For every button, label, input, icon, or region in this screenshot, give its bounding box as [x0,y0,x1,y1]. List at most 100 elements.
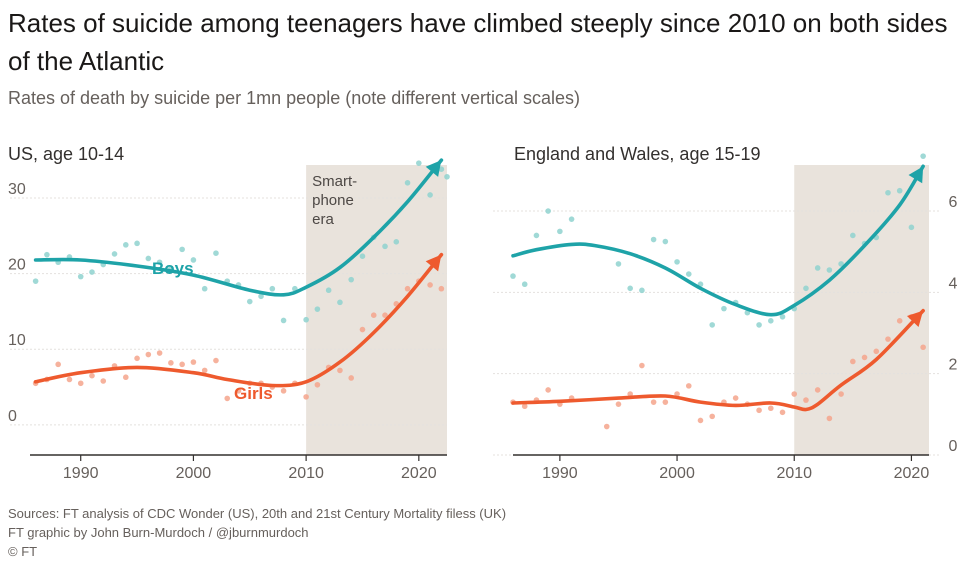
x-tick-label: 2020 [401,465,437,482]
boys-data-point [122,242,129,248]
girls-trend-line [33,252,444,388]
x-tick-label: 2010 [288,465,324,482]
boys-data-point [674,259,680,265]
girls-data-point [168,360,174,366]
girls-data-point [756,407,762,414]
y-tick-label: 4 [949,275,958,292]
girls-data-point [77,380,84,387]
boys-data-point [404,180,411,186]
copyright-text: © FT [8,544,38,559]
boys-data-point [756,322,762,328]
boys-data-point [246,298,253,305]
girls-data-point [803,397,809,403]
boys-data-point [77,273,84,280]
girls-data-point [826,415,833,422]
boys-data-point [258,293,264,300]
boys-data-point [179,246,185,253]
girls-trend-arrow [425,254,442,272]
girls-data-point [639,362,645,369]
girls-data-point [134,355,140,362]
girls-data-point [709,413,716,420]
girls-data-point [662,399,669,405]
girls-data-point [545,387,551,393]
boys-data-point [427,192,433,198]
girls-data-point [179,361,185,368]
boys-data-point [348,276,355,283]
y-tick-label: 2 [949,357,958,374]
boys-data-point [557,228,563,235]
girls-data-point [145,351,152,358]
girls-data-point [685,383,692,389]
boys-data-point [685,271,692,277]
boys-data-point [521,281,528,288]
credit-text: FT graphic by John Burn-Murdoch / @jburn… [8,525,309,540]
girls-trend-line [511,308,925,412]
girls-data-point [814,387,821,393]
boys-data-point [416,160,422,166]
y-tick-label: 0 [8,408,17,425]
panel-title-uk: England and Wales, age 15-19 [514,144,761,164]
boys-data-point [359,253,366,259]
boys-data-point [639,287,645,294]
boys-data-point [885,189,891,196]
girls-data-point [370,312,377,318]
boys-data-point [838,261,844,267]
girls-data-point [873,348,880,355]
boys-data-point [627,285,633,292]
sources-block: Sources: FT analysis of CDC Wonder (US),… [8,504,506,561]
x-tick-label: 2000 [659,465,695,482]
boys-data-point [650,236,657,243]
girls-data-point [348,375,355,381]
boys-data-point [615,261,622,267]
y-tick-label: 30 [8,181,26,198]
boys-data-point [134,240,140,247]
y-tick-label: 10 [8,332,26,349]
girls-data-point [359,326,366,333]
boys-trend-arrow [908,166,924,184]
girls-series-label: Girls [234,384,273,403]
girls-data-point [314,381,321,388]
boys-data-point [896,187,903,194]
y-tick-label: 0 [949,438,958,455]
girls-data-point [156,350,163,356]
girls-data-point [122,374,129,381]
boys-data-point [280,317,287,324]
sources-text: Sources: FT analysis of CDC Wonder (US),… [8,506,507,521]
girls-data-point [337,367,343,374]
boys-data-point [850,232,856,239]
x-tick-label: 1990 [542,465,578,482]
y-tick-label: 20 [8,257,26,274]
boys-data-point [920,153,926,159]
panel-us: 0 10 20 30 1990 2000 2010 2020 Smart-phone era Boy… [8,158,450,482]
boys-data-point [201,285,208,292]
girls-data-point [382,312,388,318]
girls-data-point [100,378,107,384]
boys-data-point [662,238,669,245]
x-tick-label: 2010 [776,465,812,482]
boys-trend-arrow [425,160,442,177]
girls-data-point [66,376,73,383]
girls-data-point [650,399,657,405]
boys-data-point [303,316,309,323]
boys-data-point [438,166,445,173]
boys-data-point [156,259,163,266]
boys-data-point [382,243,388,250]
girls-data-point [201,367,208,374]
boys-data-point [908,224,915,231]
boys-data-point [510,273,516,279]
girls-data-point [89,372,95,379]
girls-data-point [627,391,633,397]
girls-data-point [303,394,309,400]
girls-data-point [896,318,903,324]
girls-data-point [615,401,622,407]
x-tick-label: 2000 [176,465,212,482]
girls-data-point [521,403,528,410]
boys-data-point [768,318,774,324]
panel-uk: 0 2 4 6 1990 2000 2010 2020 [493,153,958,482]
girls-data-point [55,361,61,368]
boys-data-point [803,285,809,292]
girls-data-point [838,391,844,397]
smartphone-era-annotation: Smart-phone era [312,173,357,228]
boys-data-point [145,255,152,262]
boys-data-point [89,269,95,275]
